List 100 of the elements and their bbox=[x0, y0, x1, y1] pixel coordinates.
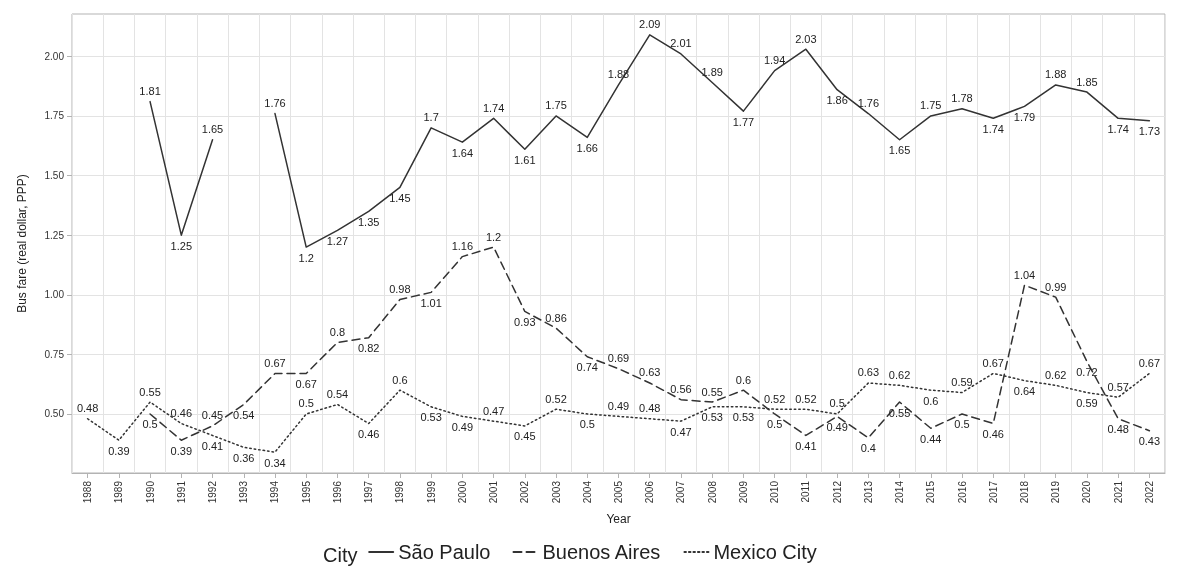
data-label: 0.45 bbox=[201, 409, 224, 422]
data-label: 0.5 bbox=[766, 418, 783, 431]
data-label: 0.62 bbox=[1044, 368, 1067, 381]
data-label: 1.79 bbox=[1013, 110, 1036, 123]
x-tick-label: 2005 bbox=[613, 480, 624, 504]
data-label: 1.81 bbox=[139, 85, 161, 98]
data-label: 0.63 bbox=[857, 366, 880, 379]
data-label: 1.35 bbox=[357, 215, 380, 228]
data-label: 0.69 bbox=[607, 352, 630, 365]
data-label: 0.5 bbox=[954, 418, 970, 431]
data-label: 0.46 bbox=[357, 428, 380, 441]
data-label: 0.46 bbox=[170, 407, 193, 420]
data-label: 0.52 bbox=[763, 392, 786, 405]
legend-label: Buenos Aires bbox=[542, 541, 661, 563]
data-label: 0.55 bbox=[139, 385, 161, 398]
x-tick-label: 1998 bbox=[394, 480, 406, 504]
data-label: 0.49 bbox=[826, 420, 848, 433]
x-tick-label: 2011 bbox=[800, 480, 812, 503]
data-label: 1.78 bbox=[951, 92, 973, 105]
data-label: 0.5 bbox=[142, 418, 158, 431]
data-label: 0.5 bbox=[298, 397, 314, 410]
data-label: 0.55 bbox=[701, 385, 723, 398]
x-tick-label: 2001 bbox=[488, 480, 500, 504]
data-label: 1.65 bbox=[201, 123, 224, 136]
x-tick-label: 1997 bbox=[363, 480, 375, 504]
data-label: 0.49 bbox=[607, 399, 630, 412]
data-label: 0.53 bbox=[701, 411, 723, 424]
data-label: 1.04 bbox=[1013, 268, 1036, 281]
x-tick-label: 1999 bbox=[425, 480, 437, 504]
data-label: 0.67 bbox=[982, 356, 1004, 369]
x-tick-label: 2017 bbox=[987, 480, 999, 504]
data-label: 0.54 bbox=[326, 387, 349, 400]
data-label: 0.5 bbox=[579, 418, 595, 431]
data-label: 0.93 bbox=[514, 315, 536, 328]
data-label: 1.94 bbox=[763, 54, 786, 67]
data-label: 1.86 bbox=[826, 94, 848, 107]
x-tick-label: 2012 bbox=[831, 480, 843, 504]
x-tick-label: 2010 bbox=[769, 480, 781, 504]
data-label: 1.61 bbox=[514, 153, 536, 166]
y-axis-title: Bus fare (real dollar, PPP) bbox=[15, 174, 29, 313]
data-label: 1.27 bbox=[326, 234, 349, 247]
x-tick-label: 2004 bbox=[581, 480, 593, 504]
data-label: 0.55 bbox=[888, 406, 911, 419]
data-label: 0.39 bbox=[108, 444, 130, 457]
data-label: 0.53 bbox=[420, 411, 442, 424]
data-label: 0.45 bbox=[514, 430, 536, 443]
data-label: 0.54 bbox=[233, 408, 255, 421]
x-tick-label: 2000 bbox=[456, 480, 468, 504]
data-label: 1.16 bbox=[451, 240, 474, 253]
data-label: 1.77 bbox=[732, 115, 755, 128]
data-label: 0.74 bbox=[576, 361, 598, 374]
y-tick-label: 2.00 bbox=[44, 50, 65, 62]
legend-title: City bbox=[323, 544, 358, 566]
x-tick-label: 2015 bbox=[925, 480, 937, 504]
x-tick-label: 2009 bbox=[737, 480, 749, 504]
data-label: 0.34 bbox=[264, 456, 286, 469]
x-tick-label: 1989 bbox=[113, 480, 125, 504]
data-label: 0.53 bbox=[732, 411, 755, 424]
data-label: 0.49 bbox=[451, 420, 474, 433]
data-label: 0.98 bbox=[389, 283, 411, 296]
data-label: 0.47 bbox=[670, 425, 692, 438]
data-label: 0.86 bbox=[545, 311, 567, 324]
data-label: 0.59 bbox=[1076, 397, 1098, 410]
data-label: 1.2 bbox=[298, 251, 314, 264]
x-axis-title: Year bbox=[606, 512, 631, 526]
x-tick-label: 2014 bbox=[894, 480, 906, 504]
data-label: 0.41 bbox=[201, 439, 224, 452]
x-tick-label: 2018 bbox=[1018, 480, 1030, 504]
data-label: 1.76 bbox=[264, 97, 286, 110]
data-label: 1.65 bbox=[888, 144, 911, 157]
data-label: 2.09 bbox=[639, 18, 661, 31]
data-label: 1.74 bbox=[982, 122, 1004, 135]
data-label: 2.01 bbox=[670, 37, 692, 50]
data-label: 0.36 bbox=[233, 451, 255, 464]
data-label: 0.52 bbox=[545, 392, 567, 405]
data-label: 0.63 bbox=[639, 366, 661, 379]
x-tick-label: 1995 bbox=[300, 480, 312, 504]
data-label: 0.6 bbox=[735, 373, 752, 386]
y-tick-label: 0.75 bbox=[44, 348, 65, 360]
x-tick-label: 1991 bbox=[175, 480, 187, 504]
data-label: 0.99 bbox=[1044, 280, 1067, 293]
x-tick-label: 1993 bbox=[238, 480, 250, 504]
data-label: 0.82 bbox=[357, 342, 380, 355]
data-label: 1.88 bbox=[1044, 68, 1067, 81]
data-label: 0.57 bbox=[1107, 380, 1129, 393]
x-tick-label: 2003 bbox=[550, 480, 562, 504]
data-label: 0.44 bbox=[920, 432, 942, 445]
data-label: 0.47 bbox=[482, 404, 505, 417]
x-tick-label: 1988 bbox=[82, 480, 94, 504]
y-tick-label: 1.25 bbox=[44, 229, 65, 241]
data-label: 0.59 bbox=[951, 376, 973, 389]
x-tick-label: 1996 bbox=[331, 480, 343, 504]
data-label: 1.7 bbox=[423, 111, 439, 124]
y-tick-label: 1.00 bbox=[44, 289, 65, 301]
data-label: 0.72 bbox=[1076, 366, 1098, 379]
data-label: 0.52 bbox=[795, 392, 817, 405]
y-tick-label: 0.50 bbox=[44, 408, 65, 420]
data-label: 0.48 bbox=[1107, 423, 1129, 436]
data-label: 0.48 bbox=[76, 402, 99, 415]
data-label: 1.01 bbox=[420, 296, 442, 309]
